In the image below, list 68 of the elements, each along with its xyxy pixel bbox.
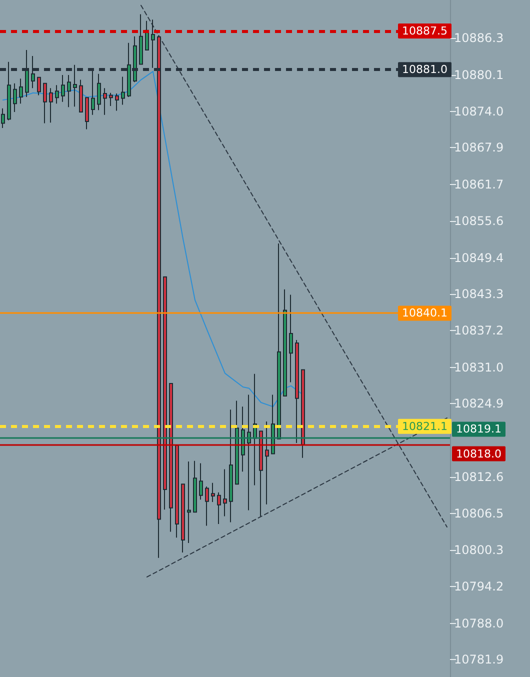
- candlestick: [259, 430, 263, 517]
- y-tick-label: 10874.0: [454, 104, 504, 118]
- ref-line-label: 10821.1: [402, 420, 448, 433]
- candlestick: [55, 84, 59, 104]
- candlestick: [1, 108, 5, 129]
- y-tick-label: 10880.1: [454, 68, 504, 82]
- candlestick: [295, 339, 299, 444]
- candlestick: [61, 74, 65, 102]
- candlestick: [265, 421, 269, 505]
- y-tick-label: 10855.6: [454, 214, 504, 228]
- y-tick-label: 10781.9: [454, 652, 504, 667]
- candlestick: [121, 76, 125, 106]
- candlestick: [109, 92, 113, 106]
- y-tick-label: 10812.6: [454, 470, 504, 484]
- ref-line-label: 10881.0: [402, 63, 448, 76]
- candlestick: [217, 492, 221, 524]
- candlestick: [67, 74, 71, 108]
- candlestick: [19, 78, 23, 104]
- y-tick-label: 10794.2: [454, 579, 504, 594]
- candlestick: [43, 82, 47, 124]
- y-tick-label: 10800.3: [454, 543, 504, 558]
- candlestick: [229, 409, 233, 523]
- candlestick: [163, 276, 167, 510]
- candlestick: [97, 73, 101, 111]
- candlestick: [283, 288, 287, 396]
- candlestick: [301, 369, 305, 458]
- candlestick: [247, 394, 251, 511]
- ref-line-label: 10887.5: [402, 24, 448, 38]
- candlestick: [139, 14, 143, 65]
- ref-line-label: 10818.0: [456, 447, 502, 460]
- candlestick: [103, 88, 107, 116]
- candlestick: [253, 373, 257, 486]
- candlestick: [175, 444, 179, 538]
- y-tick-label: 10831.0: [454, 360, 504, 374]
- candlestick: [211, 482, 215, 502]
- y-tick-label: 10788.0: [454, 616, 504, 630]
- candlestick: [13, 82, 17, 112]
- candlestick: [73, 64, 77, 108]
- candlestick: [235, 400, 239, 485]
- candlestick: [115, 92, 119, 112]
- candlestick: [205, 486, 209, 526]
- candlestick: [151, 19, 155, 68]
- ref-line-label: 10819.1: [456, 422, 502, 436]
- candlestick: [85, 97, 89, 130]
- candlestick: [271, 394, 275, 454]
- y-tick-label: 10886.3: [454, 31, 504, 46]
- candlestick: [7, 61, 11, 121]
- candlestick: [289, 294, 293, 383]
- candlestick: [199, 462, 203, 500]
- y-tick-label: 10861.7: [454, 178, 504, 192]
- candlestick: [241, 406, 245, 472]
- candlestick: [223, 468, 227, 517]
- candlestick: [277, 243, 281, 440]
- ref-line-label: 10840.1: [402, 306, 448, 320]
- candlestick: [49, 88, 53, 124]
- candlestick: [79, 79, 83, 112]
- y-tick-label: 10806.5: [454, 506, 504, 520]
- candlestick: [187, 460, 191, 544]
- candlestick: [169, 382, 173, 532]
- y-tick-label: 10837.2: [454, 323, 504, 338]
- candlestick: [37, 76, 41, 96]
- candlestick: [193, 460, 197, 513]
- y-tick-label: 10849.4: [454, 250, 504, 265]
- y-tick-label: 10843.3: [454, 287, 504, 302]
- candlestick: [181, 484, 185, 554]
- line-series: [2, 70, 304, 408]
- y-tick-label: 10824.9: [454, 396, 504, 411]
- y-tick-label: 10867.9: [454, 140, 504, 155]
